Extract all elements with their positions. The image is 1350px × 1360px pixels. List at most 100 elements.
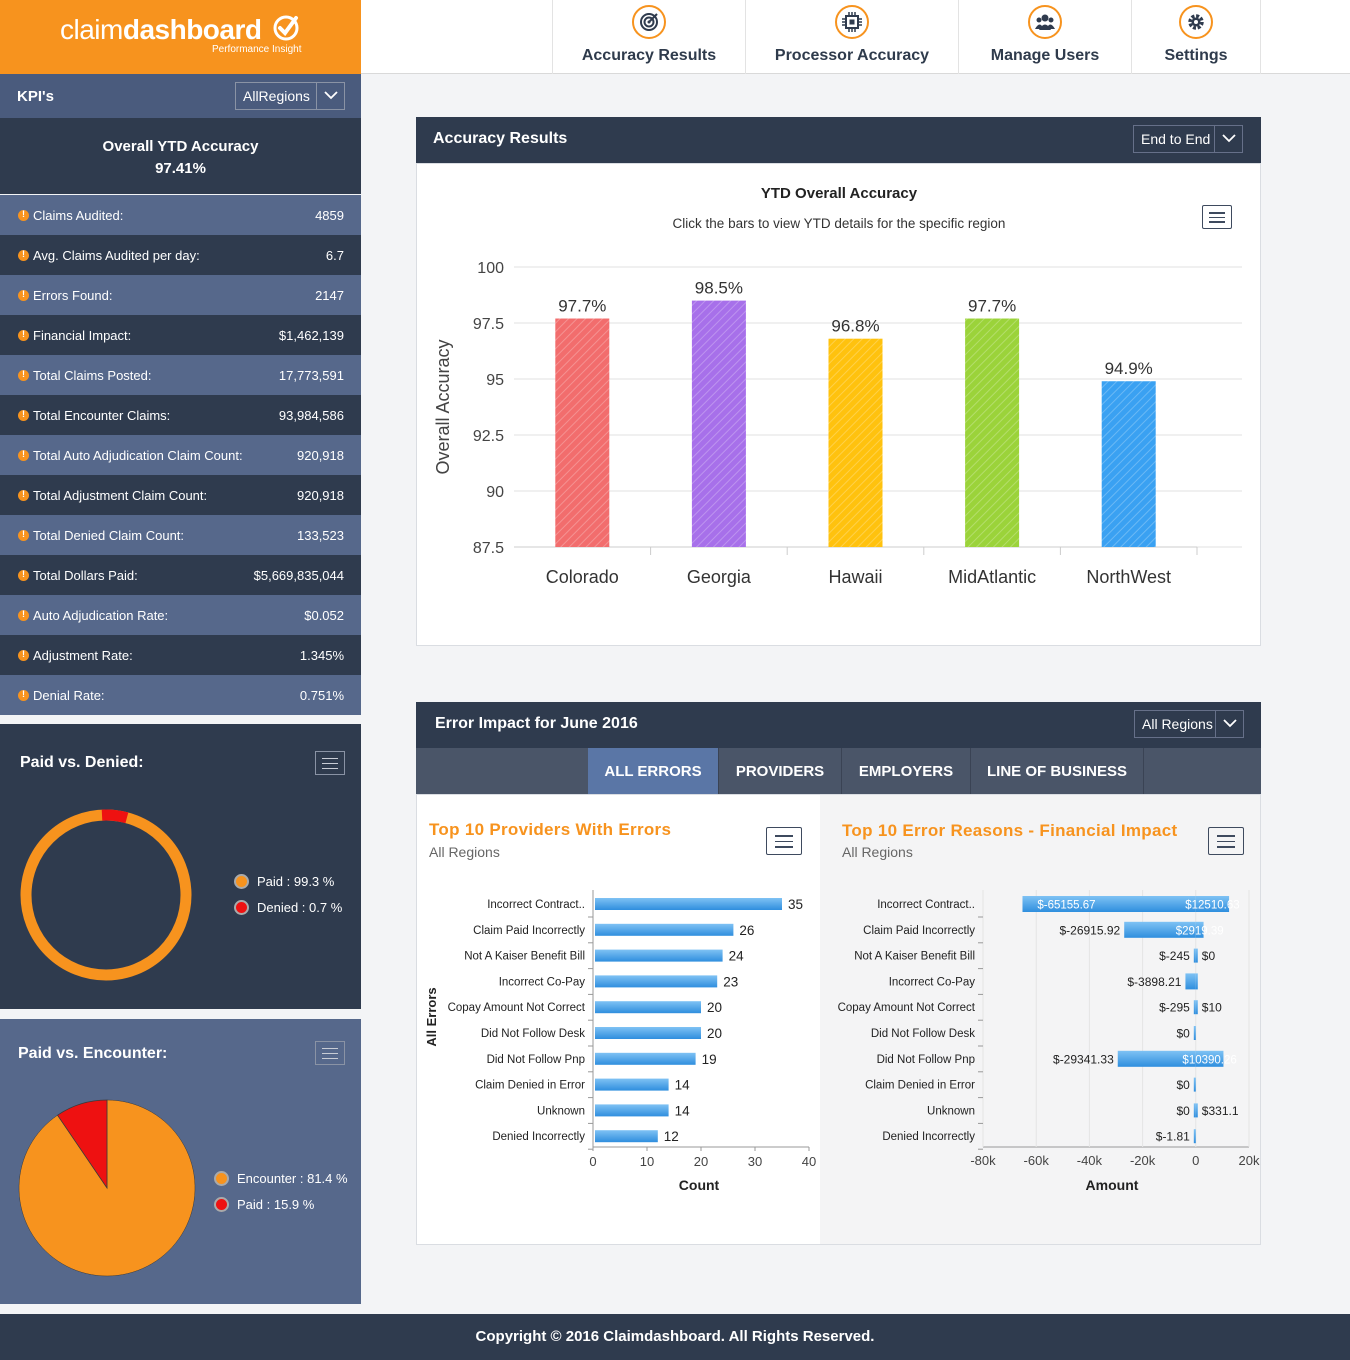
tab-providers[interactable]: PROVIDERS bbox=[719, 748, 842, 794]
bar-hawaii[interactable] bbox=[828, 338, 883, 547]
info-icon bbox=[18, 329, 29, 341]
kpi-row: Auto Adjudication Rate: $0.052 bbox=[0, 595, 361, 635]
bar-value-label: $0 bbox=[1176, 1104, 1190, 1118]
x-category-label: Georgia bbox=[687, 567, 752, 587]
reason-negative-bar[interactable] bbox=[1185, 973, 1196, 990]
bar-value-label: $-3898.21 bbox=[1127, 975, 1181, 989]
tab-employers[interactable]: EMPLOYERS bbox=[842, 748, 971, 794]
bar-northwest[interactable] bbox=[1101, 381, 1156, 547]
provider-error-bar[interactable] bbox=[595, 1027, 701, 1039]
info-icon bbox=[18, 489, 29, 501]
provider-error-bar[interactable] bbox=[595, 1001, 701, 1014]
reason-negative-bar[interactable] bbox=[1193, 1026, 1196, 1040]
kpi-value: 920,918 bbox=[297, 448, 344, 463]
x-tick-label: -80k bbox=[970, 1153, 996, 1168]
info-icon bbox=[18, 369, 29, 381]
kpi-row: Total Denied Claim Count: 133,523 bbox=[0, 515, 361, 555]
provider-error-bar[interactable] bbox=[595, 898, 782, 910]
y-category-label: Not A Kaiser Benefit Bill bbox=[464, 951, 585, 963]
footer: Copyright © 2016 Claimdashboard. All Rig… bbox=[0, 1314, 1350, 1360]
reasons-chart-menu-icon[interactable] bbox=[1208, 827, 1244, 855]
providers-chart-subtitle: All Regions bbox=[429, 844, 500, 860]
reason-positive-bar[interactable] bbox=[1195, 1050, 1224, 1067]
kpi-row: Total Encounter Claims: 93,984,586 bbox=[0, 395, 361, 435]
reason-negative-bar[interactable] bbox=[1022, 896, 1196, 912]
tab-line-of-business[interactable]: LINE OF BUSINESS bbox=[971, 748, 1144, 794]
error-bar-charts: All Errors Count Amount 0 10 20 30 40 Incorre… bbox=[424, 890, 1260, 1193]
provider-error-bar[interactable] bbox=[595, 1104, 669, 1117]
donut-denied-slice[interactable] bbox=[101, 809, 129, 824]
ytd-accuracy-box: Overall YTD Accuracy 97.41% bbox=[0, 118, 361, 194]
kpi-row: Total Adjustment Claim Count: 920,918 bbox=[0, 475, 361, 515]
kpi-value: 6.7 bbox=[325, 248, 344, 263]
reason-negative-bar[interactable] bbox=[1193, 1000, 1196, 1015]
bar-value-label: 20 bbox=[707, 1026, 722, 1041]
nav-accuracy-results[interactable]: Accuracy Results bbox=[552, 0, 745, 74]
y-tick-label: 100 bbox=[477, 260, 504, 277]
paid-vs-denied-panel: Paid vs. Denied: Paid : 99.3 % Denied : … bbox=[0, 724, 361, 1009]
legend-swatch-paid bbox=[214, 1197, 229, 1212]
bar-midatlantic[interactable] bbox=[965, 318, 1020, 547]
reason-negative-bar[interactable] bbox=[1193, 1103, 1196, 1118]
bar-value-label: $-1.81 bbox=[1156, 1130, 1190, 1144]
bar-value-label: $-295 bbox=[1159, 1001, 1190, 1015]
kpi-row: Total Claims Posted: 17,773,591 bbox=[0, 355, 361, 395]
accuracy-mode-value: End to End bbox=[1141, 131, 1211, 147]
provider-error-bar[interactable] bbox=[595, 949, 723, 962]
error-region-select[interactable]: All Regions bbox=[1134, 710, 1244, 738]
accuracy-chart-menu-icon[interactable] bbox=[1202, 205, 1232, 229]
tab-all-errors[interactable]: ALL ERRORS bbox=[588, 748, 719, 794]
provider-error-bar[interactable] bbox=[595, 1130, 658, 1143]
reason-negative-bar[interactable] bbox=[1193, 1129, 1196, 1144]
legend-label: Paid : 99.3 % bbox=[257, 874, 335, 889]
info-icon bbox=[18, 409, 29, 421]
donut-paid-slice[interactable] bbox=[20, 809, 192, 981]
reason-positive-bar[interactable] bbox=[1195, 948, 1198, 963]
nav-settings[interactable]: Settings bbox=[1131, 0, 1261, 74]
error-charts-card: Top 10 Providers With Errors All Regions… bbox=[416, 794, 1261, 1245]
info-icon bbox=[18, 209, 29, 221]
provider-error-bar[interactable] bbox=[595, 923, 734, 936]
reason-positive-bar[interactable] bbox=[1195, 1000, 1198, 1015]
provider-error-bar[interactable] bbox=[595, 1078, 669, 1091]
accuracy-mode-select[interactable]: End to End bbox=[1133, 125, 1243, 153]
reason-negative-bar[interactable] bbox=[1193, 1077, 1196, 1092]
kpi-row: Total Dollars Paid: $5,669,835,044 bbox=[0, 555, 361, 595]
reason-positive-bar[interactable] bbox=[1195, 973, 1198, 990]
reason-negative-bar[interactable] bbox=[1193, 948, 1196, 963]
y-category-label: Unknown bbox=[537, 1105, 585, 1117]
copyright-text: Copyright © 2016 Claimdashboard. All Rig… bbox=[475, 1328, 875, 1345]
providers-chart-menu-icon[interactable] bbox=[766, 827, 802, 855]
paid-vs-encounter-menu-icon[interactable] bbox=[315, 1041, 345, 1065]
nav-manage-users[interactable]: Manage Users bbox=[958, 0, 1131, 74]
nav-processor-accuracy[interactable]: Processor Accuracy bbox=[745, 0, 958, 74]
kpi-value: 2147 bbox=[315, 288, 344, 303]
kpi-region-select[interactable]: AllRegions bbox=[235, 82, 345, 110]
reason-negative-bar[interactable] bbox=[1117, 1050, 1196, 1067]
bar-georgia[interactable] bbox=[691, 300, 746, 547]
kpi-value: 920,918 bbox=[297, 488, 344, 503]
ytd-accuracy-label: Overall YTD Accuracy bbox=[102, 138, 259, 155]
paid-vs-denied-menu-icon[interactable] bbox=[315, 751, 345, 775]
top-navigation: Accuracy Results Processor Accuracy Mana… bbox=[361, 0, 1350, 74]
providers-chart-title: Top 10 Providers With Errors bbox=[429, 820, 672, 839]
bar-colorado[interactable] bbox=[555, 318, 610, 547]
bar-value-label: $0 bbox=[1176, 1078, 1190, 1092]
reason-positive-bar[interactable] bbox=[1195, 1103, 1198, 1118]
reason-positive-bar[interactable] bbox=[1195, 896, 1230, 912]
reason-positive-bar[interactable] bbox=[1195, 921, 1204, 938]
pie-paid-slice[interactable] bbox=[56, 1099, 108, 1190]
y-category-label: Did Not Follow Desk bbox=[481, 1028, 585, 1040]
reason-negative-bar[interactable] bbox=[1124, 921, 1196, 938]
logo[interactable]: claimdashboard Performance Insight bbox=[0, 0, 361, 74]
bar-value-label: 24 bbox=[729, 949, 745, 964]
nav-label: Processor Accuracy bbox=[774, 47, 930, 64]
provider-error-bar[interactable] bbox=[595, 1052, 696, 1065]
kpi-value: 1.345% bbox=[299, 648, 344, 663]
bar-value-label: $2919.39 bbox=[1176, 925, 1224, 937]
bar-value-label: 23 bbox=[723, 974, 738, 989]
y-category-label: Incorrect Co-Pay bbox=[499, 976, 586, 988]
provider-error-bar[interactable] bbox=[595, 975, 718, 988]
kpi-label: Adjustment Rate: bbox=[33, 648, 133, 663]
x-tick-label: -40k bbox=[1077, 1153, 1103, 1168]
